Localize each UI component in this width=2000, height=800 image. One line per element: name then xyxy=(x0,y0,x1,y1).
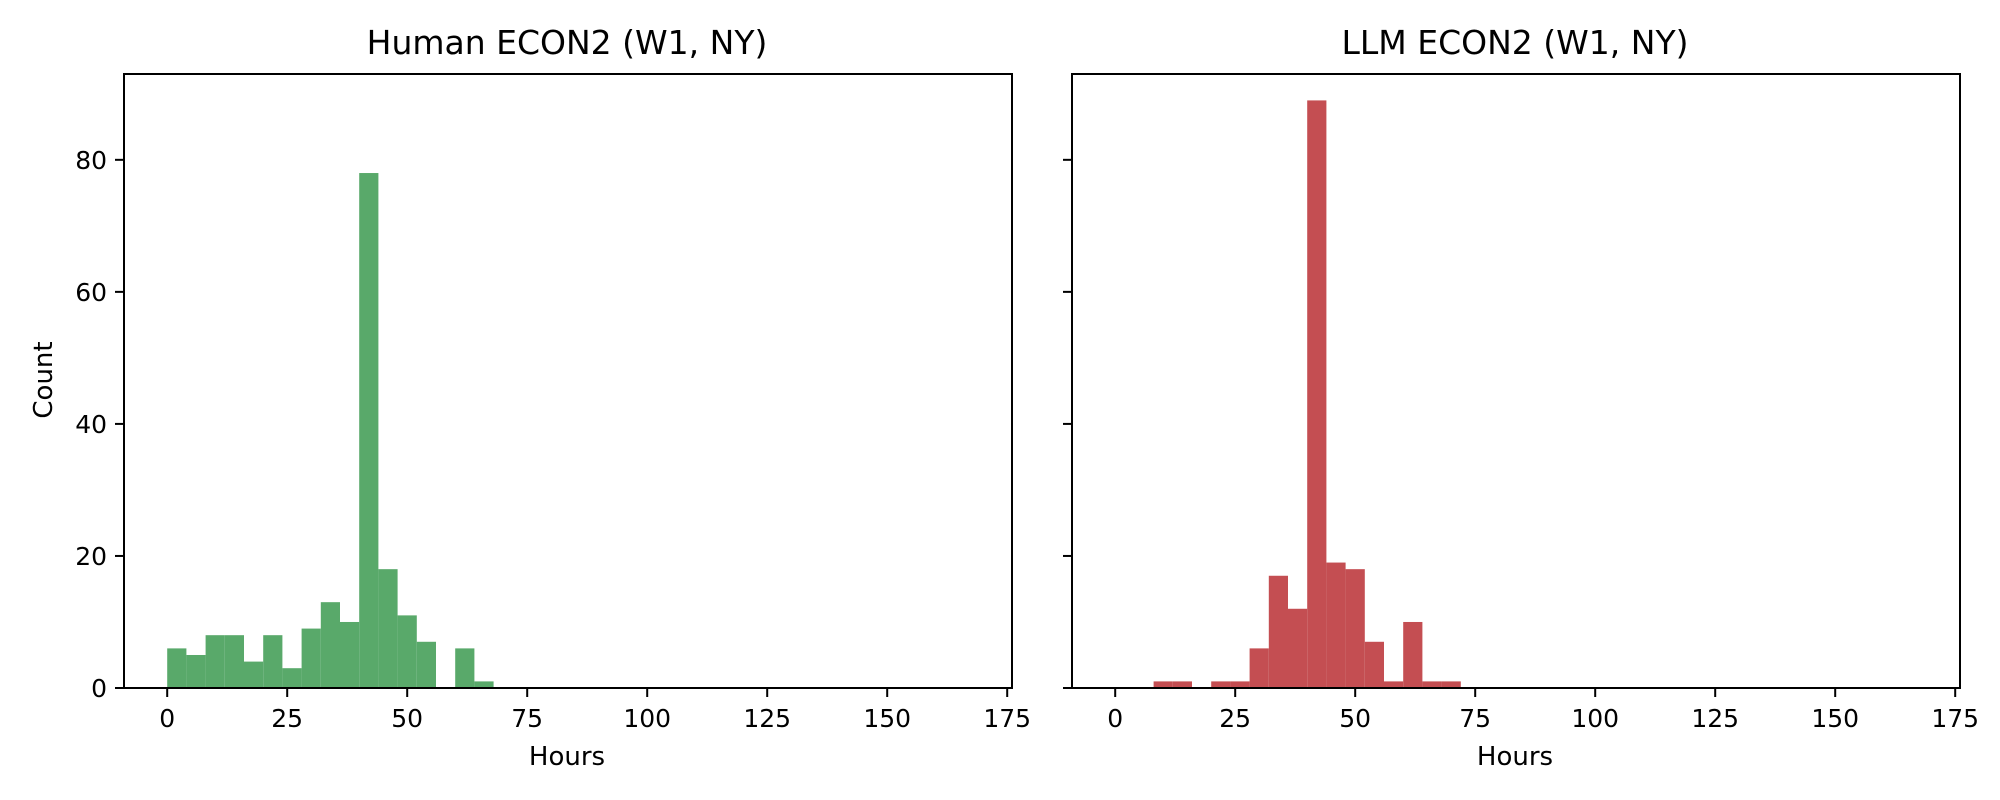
bars xyxy=(1153,100,1461,689)
x-axis-label: Hours xyxy=(1477,742,1553,772)
histogram-bar xyxy=(1384,681,1404,688)
histogram-bar xyxy=(1403,621,1423,688)
histogram-bar xyxy=(186,654,206,688)
y-ticks: 0 20 40 60 80 xyxy=(75,146,124,703)
histogram-bar xyxy=(1441,681,1461,688)
histogram-bar xyxy=(1345,569,1365,688)
y-tick-label: 0 xyxy=(91,674,107,703)
histogram-bar xyxy=(1268,575,1288,688)
x-ticks: 0 25 50 75 100 125 150 175 xyxy=(159,688,1031,733)
histogram-bar xyxy=(359,173,379,689)
x-axis-label: Hours xyxy=(529,742,605,772)
histogram-bar xyxy=(340,621,360,688)
x-tick-label: 150 xyxy=(863,704,911,733)
histogram-bar xyxy=(224,635,244,688)
y-tick-label: 20 xyxy=(75,542,107,571)
histogram-bar xyxy=(244,661,264,688)
histogram-bar xyxy=(1172,681,1192,688)
x-tick-label: 150 xyxy=(1811,704,1859,733)
histogram-bar xyxy=(1307,100,1327,689)
x-tick-label: 100 xyxy=(623,704,671,733)
histogram-bar xyxy=(397,615,417,688)
x-tick-label: 75 xyxy=(511,704,543,733)
histogram-bar xyxy=(1288,608,1308,688)
plot-frame xyxy=(123,73,1013,689)
panel-title: Human ECON2 (W1, NY) xyxy=(367,23,768,62)
panel-title: LLM ECON2 (W1, NY) xyxy=(1342,23,1689,62)
x-tick-label: 175 xyxy=(983,704,1031,733)
histogram-bar xyxy=(301,628,321,688)
histogram-bar xyxy=(1326,562,1346,688)
x-tick-label: 25 xyxy=(271,704,303,733)
x-tick-label: 25 xyxy=(1219,704,1251,733)
bars xyxy=(167,173,494,689)
histogram-bar xyxy=(282,668,302,688)
x-tick-label: 0 xyxy=(1107,704,1123,733)
x-tick-label: 0 xyxy=(159,704,175,733)
histogram-bar xyxy=(167,648,187,688)
x-tick-label: 100 xyxy=(1571,704,1619,733)
histogram-bar xyxy=(263,635,283,688)
x-tick-label: 50 xyxy=(1339,704,1371,733)
llm-histogram-panel: LLM ECON2 (W1, NY) Hours 0 25 50 75 100 125 15… xyxy=(1063,23,1979,772)
histogram-bar xyxy=(1211,681,1231,688)
x-tick-label: 75 xyxy=(1459,704,1491,733)
x-tick-label: 175 xyxy=(1931,704,1979,733)
y-tick-label: 80 xyxy=(75,146,107,175)
y-tick-label: 60 xyxy=(75,278,107,307)
histogram-bar xyxy=(1230,681,1250,688)
human-histogram-panel: Human ECON2 (W1, NY) Hours Count 0 25 50 75… xyxy=(29,23,1031,772)
histogram-bar xyxy=(1364,641,1384,688)
y-axis-label: Count xyxy=(29,341,59,418)
x-tick-label: 125 xyxy=(743,704,791,733)
histogram-bar xyxy=(1153,681,1173,688)
plot-frame xyxy=(1071,73,1961,689)
histogram-bar xyxy=(455,648,475,688)
y-ticks xyxy=(1063,158,1072,689)
y-tick-label: 40 xyxy=(75,410,107,439)
histogram-bar xyxy=(378,569,398,688)
x-tick-label: 125 xyxy=(1691,704,1739,733)
histogram-bar xyxy=(1249,648,1269,688)
histogram-bar xyxy=(1422,681,1442,688)
x-ticks: 0 25 50 75 100 125 150 175 xyxy=(1107,688,1979,733)
histogram-bar xyxy=(320,602,340,688)
histogram-bar xyxy=(416,641,436,688)
histogram-bar xyxy=(474,681,494,688)
histogram-bar xyxy=(205,635,225,688)
x-tick-label: 50 xyxy=(391,704,423,733)
